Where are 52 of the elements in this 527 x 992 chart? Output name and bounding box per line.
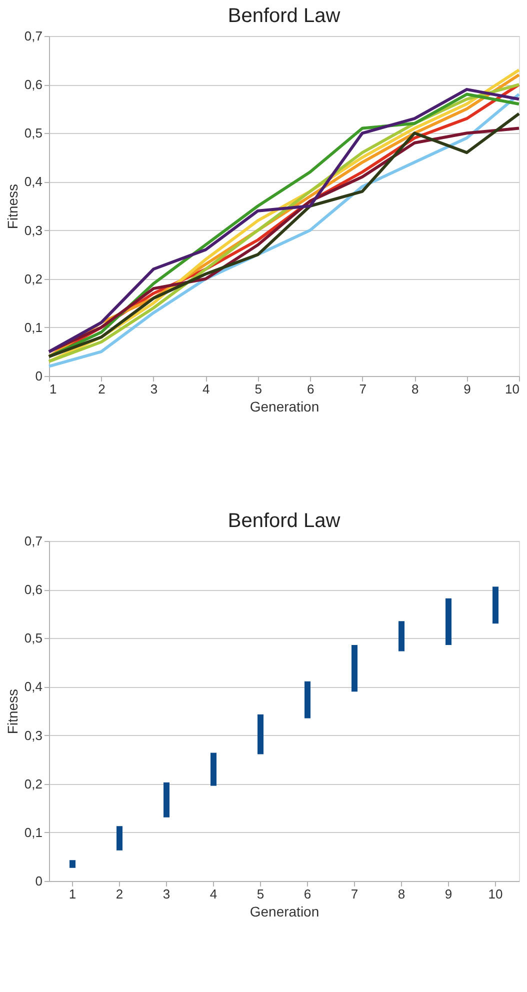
x-tick-label: 1 — [68, 886, 76, 902]
x-tick-label: 6 — [306, 382, 314, 396]
y-tick-label: 0,1 — [24, 320, 42, 335]
x-tick-label: 4 — [210, 886, 218, 902]
x-tick-label: 5 — [254, 382, 262, 396]
y-tick-label: 0,3 — [24, 222, 42, 238]
x-tick-label: 7 — [350, 886, 358, 902]
x-tick-label: 8 — [411, 382, 419, 396]
x-tick-label: 10 — [505, 382, 520, 396]
x-tick-label: 7 — [359, 382, 366, 396]
bar — [70, 860, 76, 868]
bar — [352, 644, 358, 692]
y-tick-label: 0,2 — [24, 776, 42, 792]
y-tick-label: 0,5 — [24, 126, 42, 141]
x-tick-label: 9 — [464, 382, 471, 396]
x-tick-label: 1 — [50, 382, 57, 396]
y-tick-label: 0,4 — [24, 679, 42, 694]
bar — [258, 714, 264, 754]
bar — [210, 752, 216, 786]
bar — [492, 586, 498, 624]
x-tick-label: 10 — [488, 886, 503, 902]
bar — [304, 681, 310, 718]
x-tick-label: 2 — [98, 382, 106, 396]
x-tick-label: 3 — [150, 382, 158, 396]
bar — [398, 621, 404, 652]
y-axis-title: Fitness — [4, 688, 20, 734]
y-tick-label: 0,4 — [24, 174, 42, 190]
x-tick-label: 3 — [162, 886, 170, 902]
y-tick-label: 0,3 — [24, 728, 42, 743]
y-tick-label: 0,1 — [24, 824, 42, 840]
y-tick-label: 0 — [35, 368, 42, 384]
y-tick-label: 0,7 — [24, 28, 42, 44]
y-tick-label: 0,2 — [24, 271, 42, 286]
y-axis-title: Fitness — [4, 184, 20, 230]
x-tick-label: 2 — [116, 886, 124, 902]
x-tick-label: 4 — [202, 382, 210, 396]
y-tick-label: 0,6 — [24, 582, 42, 598]
x-axis-title: Generation — [250, 904, 320, 920]
chart-title: Benford Law — [228, 5, 341, 27]
bar — [164, 782, 170, 818]
x-tick-label: 9 — [444, 886, 452, 902]
chart-title: Benford Law — [228, 510, 341, 532]
x-tick-label: 5 — [256, 886, 264, 902]
bar — [116, 826, 122, 850]
y-tick-label: 0 — [35, 874, 42, 888]
y-tick-label: 0,6 — [24, 77, 42, 92]
x-tick-label: 6 — [304, 886, 312, 902]
bar — [446, 598, 452, 645]
y-tick-label: 0,5 — [24, 630, 42, 646]
y-tick-label: 0,7 — [24, 534, 42, 548]
x-axis-title: Generation — [250, 398, 320, 414]
x-tick-label: 8 — [398, 886, 406, 902]
